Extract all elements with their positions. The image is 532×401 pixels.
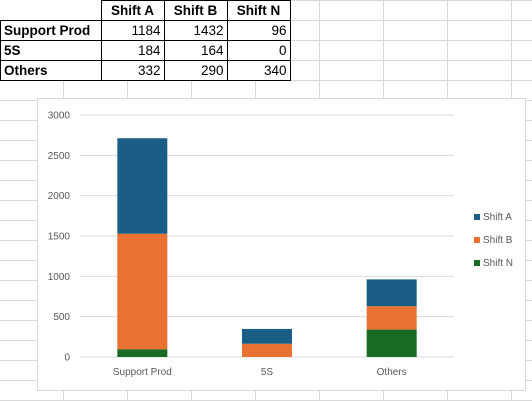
table-cell[interactable]: 290	[163, 60, 228, 81]
bar-segment[interactable]	[242, 328, 292, 344]
table-cell[interactable]: 340	[226, 60, 291, 81]
data-table: Shift A Shift B Shift N Support Prod 118…	[0, 0, 291, 81]
table-header-shift-n[interactable]: Shift N	[226, 0, 291, 21]
table-cell[interactable]: 164	[163, 40, 228, 61]
bar-segment[interactable]	[117, 349, 168, 357]
table-cell[interactable]: 332	[100, 60, 165, 81]
table-cell[interactable]: 1184	[100, 20, 165, 41]
y-tick-label: 3000	[48, 111, 71, 122]
bar-segment[interactable]	[366, 279, 417, 307]
legend-label: Shift N	[483, 258, 513, 269]
bar-segment[interactable]	[242, 343, 292, 357]
bar-segment[interactable]	[366, 306, 417, 330]
y-tick-label: 2000	[48, 191, 71, 202]
legend-swatch	[474, 237, 480, 243]
table-header-shift-b[interactable]: Shift B	[163, 0, 228, 21]
table-cell[interactable]: 96	[226, 20, 291, 41]
chart-canvas: 0 500 1000 1500 2000 2500 3000 Support Prod 5S Ot…	[48, 111, 513, 379]
table-header-corner[interactable]	[0, 0, 102, 21]
row-label[interactable]: Support Prod	[0, 20, 102, 41]
table-cell[interactable]: 0	[226, 40, 291, 61]
bar-segment[interactable]	[117, 138, 168, 234]
table-row: Support Prod 1184 1432 96	[0, 20, 291, 41]
x-tick-label: 5S	[261, 367, 274, 378]
bar-segment[interactable]	[366, 329, 417, 357]
legend-swatch	[474, 260, 480, 266]
y-tick-label: 1500	[48, 232, 71, 243]
table-cell[interactable]: 184	[100, 40, 165, 61]
y-tick-label: 1000	[48, 272, 71, 283]
table-header-shift-a[interactable]: Shift A	[100, 0, 165, 21]
table-row: 5S 184 164 0	[0, 40, 291, 61]
y-tick-label: 2500	[48, 151, 71, 162]
row-label[interactable]: 5S	[0, 40, 102, 61]
table-header-row: Shift A Shift B Shift N	[0, 0, 291, 21]
stacked-bar-chart[interactable]: 0 500 1000 1500 2000 2500 3000 Support Prod 5S Ot…	[37, 98, 526, 391]
bar-segment[interactable]	[117, 233, 168, 350]
legend-label: Shift A	[483, 212, 512, 223]
legend-label: Shift B	[483, 235, 513, 246]
y-tick-label: 0	[64, 353, 70, 364]
x-tick-label: Support Prod	[113, 367, 172, 378]
table-cell[interactable]: 1432	[163, 20, 228, 41]
legend-swatch	[474, 214, 480, 220]
y-tick-label: 500	[53, 312, 70, 323]
table-row: Others 332 290 340	[0, 60, 291, 81]
x-tick-label: Others	[377, 367, 407, 378]
row-label[interactable]: Others	[0, 60, 102, 81]
